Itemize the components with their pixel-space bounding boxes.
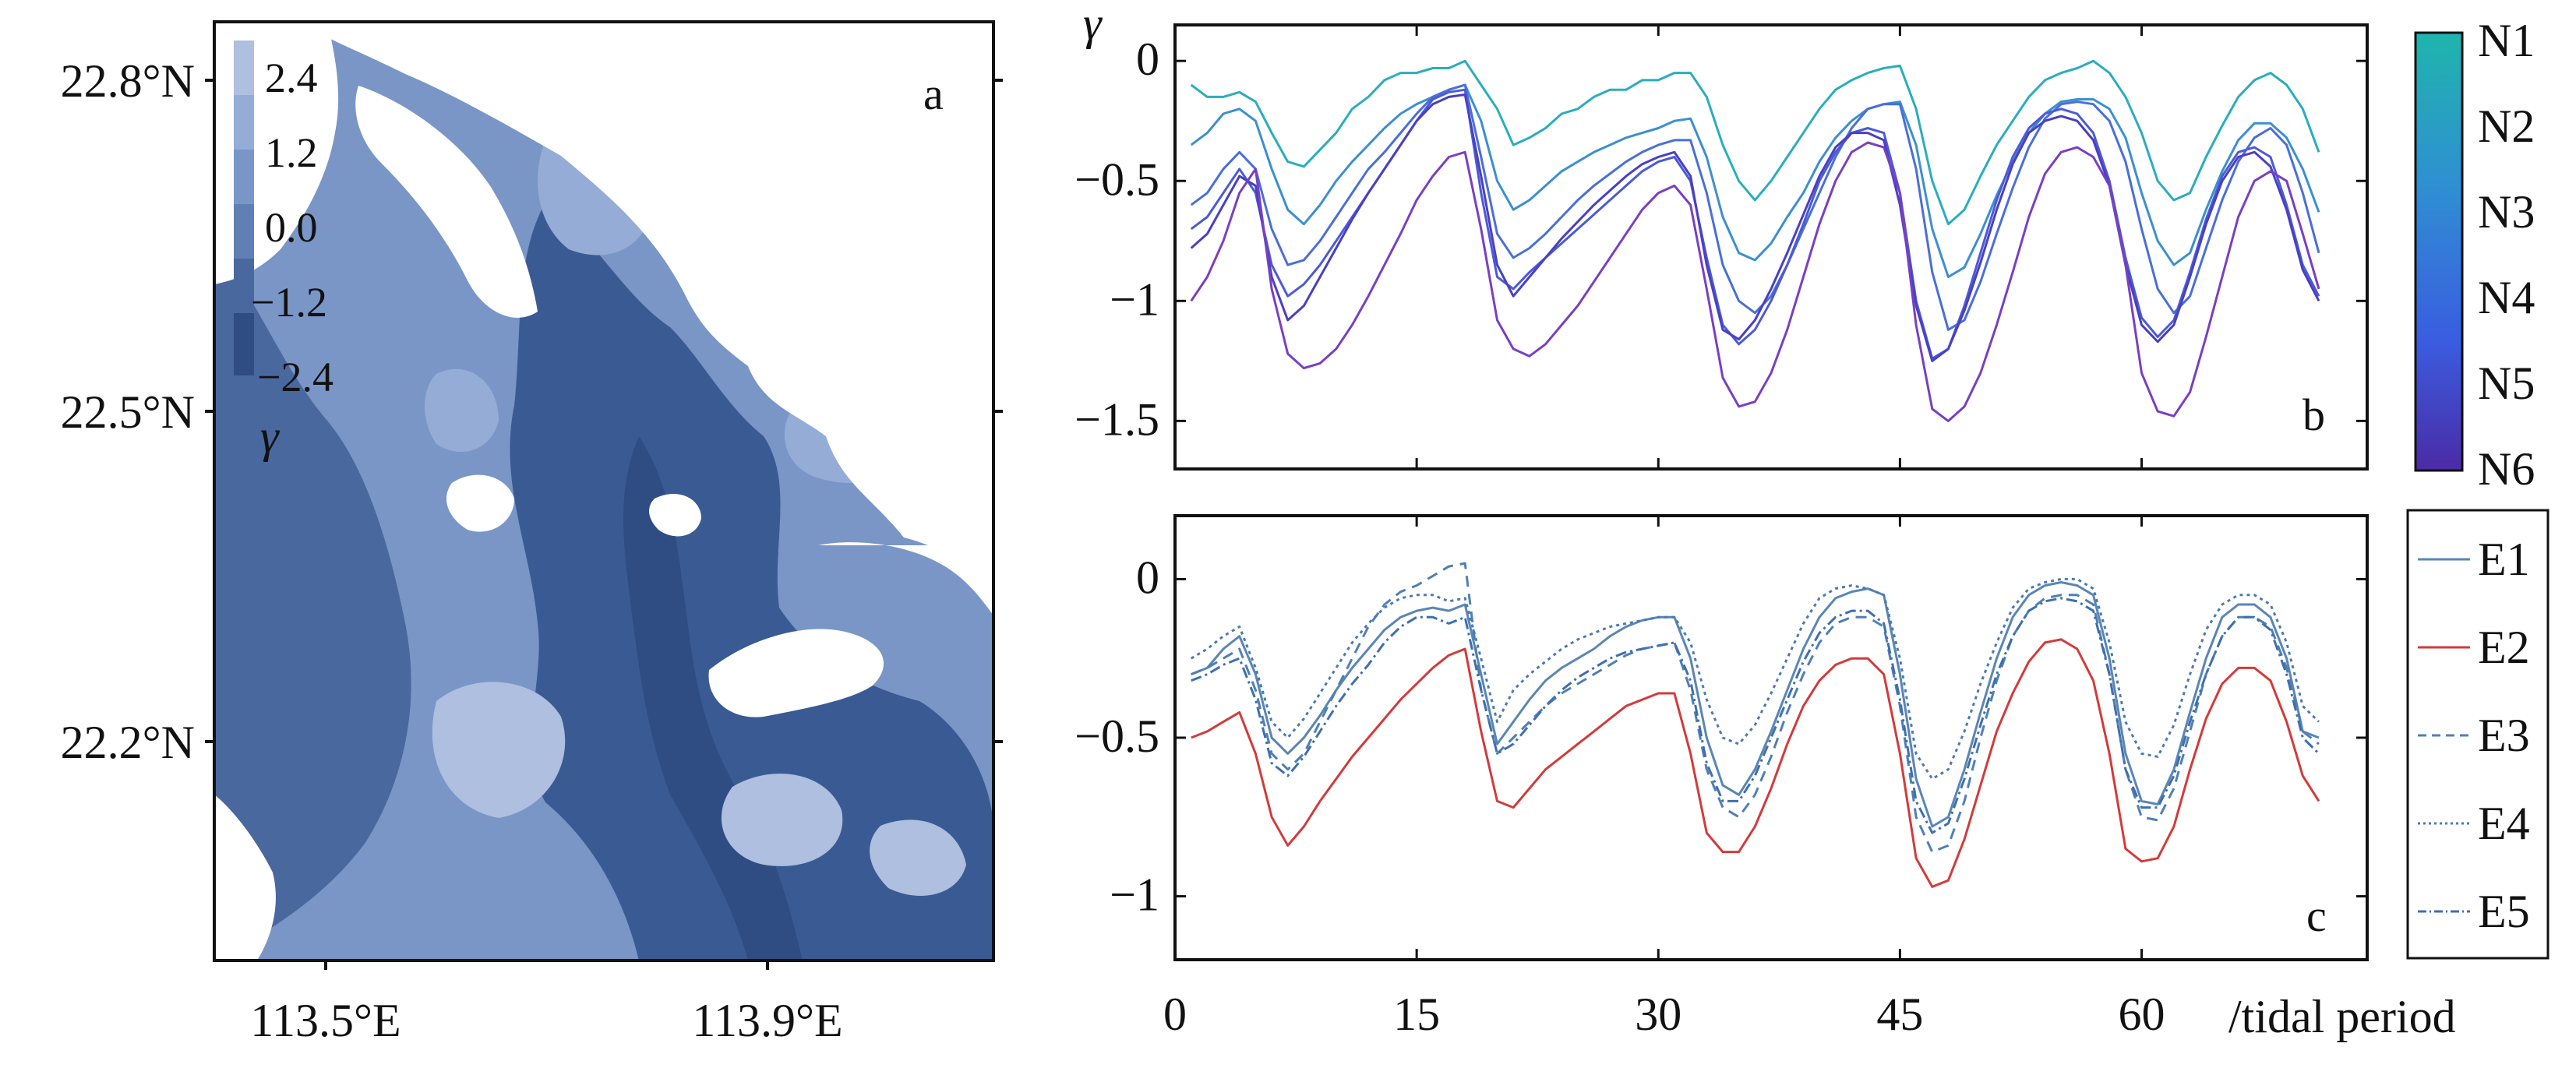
map-colorbar-tick: 2.4	[265, 55, 318, 101]
panel-b-series	[1190, 59, 2320, 422]
legend-label: E3	[2478, 710, 2530, 761]
series-line-n1	[1190, 59, 2320, 226]
map-frame	[213, 20, 995, 962]
legend-label: E1	[2478, 534, 2530, 585]
panel-b-frame	[1173, 23, 2369, 471]
legend-items: E1 E2 E3 E4 E5	[2418, 534, 2530, 937]
map-ytick-label: 22.2°N	[61, 717, 195, 768]
series-line-e2	[1191, 638, 2320, 888]
xtick-label: 15	[1393, 989, 1440, 1040]
xtick-label: 45	[1876, 989, 1923, 1040]
n-colorbar-gradient	[2414, 31, 2464, 472]
legend-label: E4	[2478, 798, 2530, 849]
map-ticks: 22.8°N 22.5°N 22.2°N 113.5°E 113.9°E	[61, 55, 1003, 1046]
series-line-n2	[1190, 83, 2320, 278]
series-line-e1	[1191, 581, 2320, 828]
map-colorbar-band	[234, 259, 254, 313]
map-land-southwest	[214, 795, 276, 960]
map-xtick-label: 113.5°E	[250, 995, 401, 1046]
map-colorbar-tick: −1.2	[251, 279, 327, 326]
ytick-label: −0.5	[1075, 153, 1159, 205]
map-colorbar-band	[234, 204, 254, 259]
map-ytick-label: 22.5°N	[61, 386, 195, 438]
map-ytick-label: 22.8°N	[61, 55, 195, 107]
panel-c-xlabel: /tidal period	[2228, 991, 2456, 1042]
series-line-n6	[1190, 141, 2320, 422]
map-deep-region	[510, 203, 993, 960]
map-field	[214, 22, 993, 960]
n-colorbar-label: N2	[2478, 100, 2535, 152]
legend-label: E2	[2478, 622, 2530, 673]
series-line-e5	[1191, 597, 2320, 834]
map-colorbar-tick: −2.4	[257, 354, 333, 400]
map-shallow-patch	[432, 682, 566, 818]
legend: E1 E2 E3 E4 E5	[2406, 509, 2550, 960]
n-colorbar-label: N3	[2478, 186, 2535, 238]
panel-letter-b: b	[2303, 389, 2325, 440]
map-colorbar: 2.4 1.2 0.0 −1.2 −2.4 γ	[234, 41, 333, 462]
n-colorbar-label: N4	[2478, 272, 2535, 323]
map-island-small	[649, 494, 701, 537]
map-land-north	[214, 22, 993, 592]
map-land-east	[818, 542, 993, 615]
panel-b-chart: γ 0 −0.5 −1 −1.5 b	[1075, 0, 2369, 471]
panel-b-xticks	[1173, 25, 2144, 469]
n-colorbar-label: N6	[2478, 443, 2535, 495]
map-shallow-patch	[425, 368, 499, 452]
map-shallow-patch	[870, 820, 966, 896]
n-colorbar: N1 N2 N3 N4 N5 N6	[2414, 15, 2535, 495]
ytick-label: −0.5	[1075, 710, 1159, 762]
map-colorbar-band	[234, 95, 254, 150]
map-xtick-label: 113.9°E	[692, 995, 842, 1046]
panel-letter-a: a	[923, 69, 944, 119]
panel-c-series	[1190, 562, 2320, 888]
ytick-label: 0	[1136, 552, 1159, 603]
ytick-label: −1	[1110, 869, 1159, 921]
panel-c-chart: 0 −0.5 −1 0 15 30 45 60 c /tidal period	[1075, 514, 2456, 1042]
map-colorbar-tick: 1.2	[265, 129, 318, 176]
map-colorbar-band	[234, 41, 254, 95]
map-colorbar-band	[234, 313, 254, 375]
ytick-label: −1.5	[1075, 393, 1159, 445]
map-shallow-patch	[721, 774, 843, 866]
panel-a-map: 2.4 1.2 0.0 −1.2 −2.4 γ a 22.8°N 22.5°N …	[61, 20, 1003, 1046]
series-line-e4	[1190, 577, 2320, 781]
series-line-n3	[1190, 83, 2320, 331]
panel-c-xticks: 0 15 30 45 60	[1163, 516, 2165, 1040]
map-colorbar-band	[234, 150, 254, 204]
map-colorbar-tick: 0.0	[265, 204, 318, 251]
series-line-n5	[1190, 93, 2320, 362]
n-colorbar-label: N1	[2478, 15, 2535, 66]
xtick-label: 0	[1163, 989, 1187, 1040]
map-island-hk	[708, 629, 884, 717]
n-colorbar-label: N5	[2478, 358, 2535, 409]
xtick-label: 60	[2119, 989, 2165, 1040]
map-island-small	[446, 474, 514, 532]
ytick-label: 0	[1136, 33, 1159, 85]
series-line-e3	[1191, 562, 2320, 854]
map-island-north	[355, 86, 538, 318]
legend-box	[2406, 509, 2550, 960]
legend-label: E5	[2478, 886, 2530, 937]
panel-letter-c: c	[2306, 890, 2327, 941]
xtick-label: 30	[1635, 989, 1681, 1040]
map-deep-west	[214, 249, 411, 960]
map-colorbar-label: γ	[260, 411, 280, 462]
panel-b-yticks: 0 −0.5 −1 −1.5	[1075, 33, 2367, 445]
panel-c-yticks: 0 −0.5 −1	[1075, 552, 2367, 921]
panel-b-ylabel: γ	[1083, 0, 1103, 49]
n-colorbar-labels: N1 N2 N3 N4 N5 N6	[2478, 15, 2535, 495]
ytick-label: −1	[1110, 273, 1159, 325]
